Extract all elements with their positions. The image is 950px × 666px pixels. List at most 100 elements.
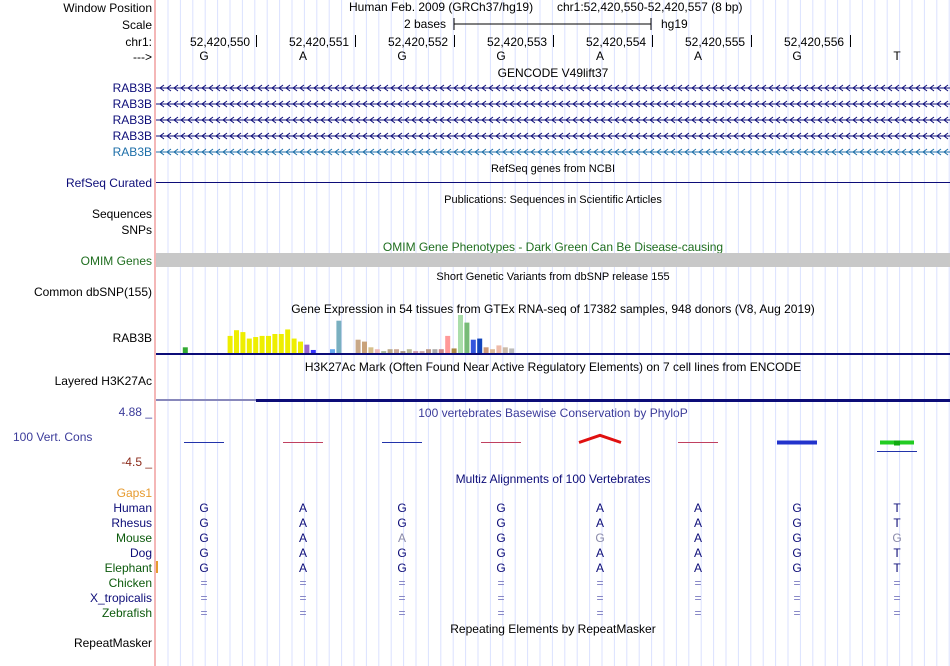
- gtex-tissue-bar[interactable]: [464, 322, 470, 353]
- h3k27ac-signal-dark[interactable]: [256, 399, 950, 402]
- gtex-tissue-bar[interactable]: [490, 349, 495, 353]
- refseq-gene-line[interactable]: [156, 182, 950, 183]
- gencode-transcript[interactable]: [156, 114, 950, 126]
- gtex-track-label[interactable]: RAB3B: [112, 331, 152, 345]
- gtex-tissue-bar[interactable]: [291, 338, 297, 353]
- gtex-tissue-bar[interactable]: [253, 337, 259, 353]
- gencode-transcript[interactable]: [156, 130, 950, 142]
- species-label[interactable]: X_tropicalis: [89, 591, 152, 605]
- alignment-base: A: [298, 501, 307, 515]
- h3k27ac-track-label[interactable]: Layered H3K27Ac: [54, 374, 152, 388]
- strand-arrows: [159, 148, 949, 156]
- alignment-base: A: [693, 501, 702, 515]
- gencode-transcript-label[interactable]: RAB3B: [112, 145, 152, 159]
- alignment-base: A: [595, 561, 604, 575]
- gencode-transcript[interactable]: [156, 98, 950, 110]
- alignment-base: G: [792, 501, 802, 515]
- gtex-bar-chart[interactable]: [156, 315, 950, 357]
- gtex-tissue-bar[interactable]: [330, 349, 335, 353]
- gtex-tissue-bar[interactable]: [509, 348, 515, 353]
- alignment-base: =: [694, 591, 702, 605]
- gencode-transcript[interactable]: [156, 82, 950, 94]
- species-label[interactable]: Zebrafish: [101, 606, 152, 620]
- gtex-tissue-bar[interactable]: [227, 335, 233, 353]
- gtex-tissue-bar[interactable]: [432, 349, 438, 353]
- alignment-base: =: [398, 591, 406, 605]
- gtex-tissue-bar[interactable]: [368, 347, 374, 353]
- alignment-base: G: [496, 561, 506, 575]
- alignment-base: G: [595, 531, 605, 545]
- gtex-tissue-bar[interactable]: [298, 341, 303, 353]
- gtex-tissue-bar[interactable]: [182, 347, 188, 353]
- species-label[interactable]: Rhesus: [111, 516, 152, 530]
- alignment-base: A: [595, 546, 604, 560]
- gtex-tissue-bar[interactable]: [458, 315, 463, 353]
- gtex-tissue-bar[interactable]: [426, 349, 431, 353]
- gtex-tissue-bar[interactable]: [470, 339, 476, 353]
- gtex-tissue-bar[interactable]: [234, 330, 239, 353]
- gtex-tissue-bar[interactable]: [336, 320, 342, 353]
- gencode-transcript[interactable]: [156, 146, 950, 158]
- gtex-tissue-bar[interactable]: [246, 338, 252, 353]
- phylop-score-mark[interactable]: [578, 433, 622, 444]
- phylop-score-mark[interactable]: [777, 440, 817, 445]
- alignment-base: G: [397, 501, 407, 515]
- species-label[interactable]: Elephant: [104, 561, 152, 575]
- gtex-tissue-bar[interactable]: [451, 348, 457, 353]
- gencode-transcript-label[interactable]: RAB3B: [112, 129, 152, 143]
- gtex-tissue-bar[interactable]: [413, 351, 419, 353]
- species-label[interactable]: Mouse: [115, 531, 152, 545]
- species-label[interactable]: Dog: [129, 546, 152, 560]
- gtex-tissue-bar[interactable]: [304, 344, 310, 353]
- gtex-tissue-bar[interactable]: [310, 349, 316, 353]
- species-label[interactable]: Chicken: [108, 576, 152, 590]
- position-text[interactable]: chr1:52,420,550-52,420,557 (8 bp): [557, 0, 743, 14]
- gtex-tissue-bar[interactable]: [285, 329, 291, 353]
- gtex-tissue-bar[interactable]: [394, 349, 399, 353]
- gtex-tissue-bar[interactable]: [406, 349, 412, 353]
- phylop-track-label[interactable]: 100 Vert. Cons: [13, 430, 93, 444]
- ruler-tick: [751, 35, 752, 47]
- snps-track-label[interactable]: SNPs: [121, 223, 152, 237]
- gtex-tissue-bar[interactable]: [477, 338, 483, 353]
- phylop-plot[interactable]: [156, 420, 950, 464]
- alignment-base: T: [893, 516, 901, 530]
- omim-gene-bar[interactable]: [156, 253, 950, 267]
- alignment-base: G: [496, 546, 506, 560]
- gtex-tissue-bar[interactable]: [400, 351, 406, 353]
- gtex-tissue-bar[interactable]: [502, 347, 508, 353]
- chrom-label: chr1:: [125, 35, 152, 49]
- gtex-tissue-bar[interactable]: [381, 351, 387, 353]
- gtex-tissue-bar[interactable]: [240, 332, 246, 353]
- gtex-tissue-bar[interactable]: [445, 335, 451, 353]
- gtex-tissue-bar[interactable]: [266, 335, 271, 353]
- gtex-tissue-bar[interactable]: [374, 349, 380, 353]
- phylop-score-mark[interactable]: [877, 440, 917, 452]
- gtex-tissue-bar[interactable]: [483, 347, 489, 353]
- ruler-tick-label: 52,420,556: [784, 35, 845, 49]
- gtex-tissue-bar[interactable]: [496, 345, 502, 353]
- alignment-base: =: [893, 591, 901, 605]
- refseq-track-label[interactable]: RefSeq Curated: [65, 176, 152, 190]
- gtex-tissue-bar[interactable]: [355, 339, 361, 353]
- dbsnp-track-label[interactable]: Common dbSNP(155): [33, 285, 152, 299]
- gencode-transcript-label[interactable]: RAB3B: [112, 81, 152, 95]
- publications-track-label[interactable]: Sequences: [91, 207, 152, 221]
- omim-track-label[interactable]: OMIM Genes: [80, 254, 152, 268]
- gtex-tissue-bar[interactable]: [387, 349, 393, 353]
- reference-base: G: [199, 49, 209, 63]
- gencode-transcript-label[interactable]: RAB3B: [112, 97, 152, 111]
- species-label[interactable]: Human: [113, 501, 152, 515]
- repeatmasker-track-label[interactable]: RepeatMasker: [73, 636, 152, 650]
- gencode-transcript-label[interactable]: RAB3B: [112, 113, 152, 127]
- gtex-tissue-bar[interactable]: [362, 341, 367, 353]
- gtex-tissue-bar[interactable]: [438, 349, 444, 353]
- gtex-tissue-bar[interactable]: [259, 335, 265, 353]
- gtex-tissue-bar[interactable]: [278, 334, 284, 353]
- gtex-tissue-bar[interactable]: [272, 334, 278, 353]
- h3k27ac-track-title: H3K27Ac Mark (Often Found Near Active Re…: [304, 360, 802, 374]
- phylop-max-label: 4.88 _: [118, 405, 152, 419]
- alignment-base: A: [397, 531, 406, 545]
- gtex-tissue-bar[interactable]: [419, 351, 425, 353]
